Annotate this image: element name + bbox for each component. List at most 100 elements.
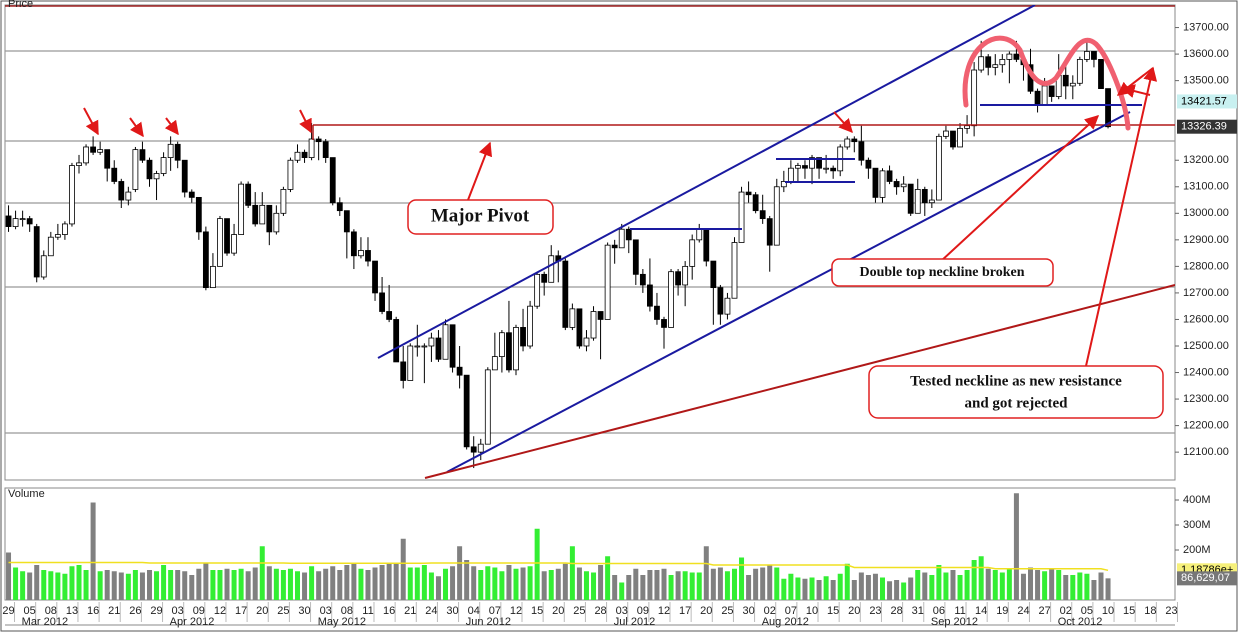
candle-body (62, 223, 68, 235)
volume-bar (654, 570, 660, 600)
candle-body (69, 165, 75, 225)
x-tick-label: 13 (66, 605, 78, 617)
volume-bar (823, 576, 829, 600)
candle-body (520, 327, 526, 347)
candle-body (738, 191, 745, 243)
y-tick-label: 12600.00 (1183, 313, 1229, 325)
candle-body (759, 210, 766, 220)
candle-body (724, 297, 731, 315)
x-tick-label: 03 (616, 605, 628, 617)
volume-bar (1013, 493, 1019, 600)
x-tick-label: 12 (658, 605, 670, 617)
x-tick-label: 02 (764, 605, 776, 617)
last-price: 13326.39 (1181, 121, 1227, 133)
last-volume-box (1177, 571, 1237, 586)
candle-body (245, 183, 252, 206)
volume-bar (351, 562, 357, 600)
volume-bar (506, 565, 512, 600)
candle-body (174, 143, 181, 161)
candle-body (294, 151, 301, 161)
month-label: May 2012 (318, 616, 366, 628)
x-tick-label: 17 (235, 605, 247, 617)
candle-body (308, 138, 315, 158)
volume-bar (788, 573, 794, 600)
candle-body (795, 165, 801, 169)
x-tick-label: 20 (848, 605, 860, 617)
y-tick-label: 12800.00 (1183, 260, 1229, 272)
volume-bar (295, 571, 300, 600)
volume-bar (20, 571, 26, 600)
candle-body (611, 244, 618, 249)
candle-body (1013, 53, 1020, 60)
volume-bar (520, 567, 526, 600)
candle-body (668, 271, 674, 328)
annotation: Tested neckline as new resistance (910, 373, 1122, 389)
y-tick-label: 400M (1183, 494, 1211, 506)
volume-bar (1084, 573, 1090, 600)
candle-body (329, 157, 336, 204)
x-tick-label: 14 (975, 605, 987, 617)
candle-body (513, 327, 519, 371)
volume-bar (118, 572, 124, 600)
volume-title: Volume (8, 488, 45, 500)
y-tick-label: 12700.00 (1183, 287, 1229, 299)
volume-bar (182, 571, 188, 600)
x-tick-label: 16 (87, 605, 99, 617)
candle-body (985, 56, 992, 68)
candle-body (167, 143, 174, 158)
volume-bar (379, 565, 385, 600)
x-tick-label: 05 (24, 605, 36, 617)
volume-bar (992, 570, 998, 600)
volume-bar (196, 568, 202, 600)
candle-body (921, 189, 928, 204)
candle-body (780, 181, 787, 188)
x-tick-label: 31 (912, 605, 924, 617)
volume-bar (562, 563, 568, 600)
candle-body (597, 311, 604, 320)
candle-body (407, 345, 414, 381)
candle-body (710, 260, 717, 289)
candle-body (823, 167, 830, 170)
volume-bar (640, 575, 646, 600)
candle-body (618, 228, 625, 249)
x-tick-label: 17 (679, 605, 691, 617)
volume-bar (703, 546, 709, 600)
volume-bar (837, 573, 843, 600)
volume-bar (901, 582, 907, 600)
volume-bar (266, 566, 272, 600)
candle-body (639, 273, 646, 286)
month-label: Apr 2012 (170, 616, 215, 628)
volume-bar (576, 567, 582, 600)
candle-body (104, 149, 111, 169)
x-tick-label: 30 (742, 605, 754, 617)
x-tick-label: 23 (869, 605, 881, 617)
x-tick-label: 25 (277, 605, 289, 617)
candle-body (343, 210, 350, 233)
price-title: Price (8, 0, 33, 10)
x-tick-label: 21 (108, 605, 120, 617)
candle-body (830, 167, 837, 172)
volume-bar (548, 570, 554, 600)
volume-bar (457, 546, 463, 600)
candle-body (893, 181, 900, 188)
candle-body (682, 265, 689, 286)
month-label: Jul 2012 (614, 616, 656, 628)
candle-body (647, 284, 653, 307)
volume-bar (1028, 567, 1034, 600)
candle-body (506, 332, 512, 371)
candle-body (696, 228, 703, 241)
month-label: Aug 2012 (762, 616, 809, 628)
x-tick-label: 16 (383, 605, 395, 617)
y-tick-label: 300M (1183, 519, 1211, 531)
candle-body (372, 260, 378, 294)
candle-body (12, 218, 19, 227)
candle-body (350, 231, 357, 257)
volume-bar (1105, 578, 1111, 600)
candle-body (654, 305, 660, 320)
price-marker-box (1177, 94, 1237, 109)
volume-bar (647, 570, 653, 600)
volume-bar (1077, 572, 1083, 600)
candle-body (583, 337, 590, 347)
candle-body (470, 446, 477, 453)
candle-body (717, 287, 724, 315)
